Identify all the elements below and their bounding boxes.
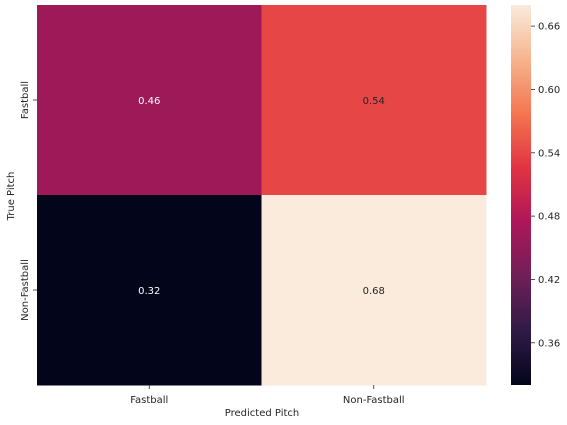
x-axis: Fastball Non-Fastball (130, 385, 405, 406)
colorbar (511, 5, 531, 385)
cell-value-label: 0.68 (363, 286, 385, 297)
y-axis-label: True Pitch (6, 172, 17, 222)
heatmap-cell (37, 5, 262, 196)
cell-value-label: 0.46 (138, 96, 160, 107)
heatmap-cell (261, 5, 487, 196)
x-axis-label: Predicted Pitch (225, 408, 299, 419)
colorbar-tick-label: 0.54 (538, 148, 560, 159)
colorbar-tick-label: 0.42 (538, 275, 560, 286)
cell-value-label: 0.32 (138, 286, 160, 297)
colorbar-tick-label: 0.66 (538, 22, 560, 33)
x-tick-label: Non-Fastball (343, 395, 405, 406)
heatmap-cell (261, 195, 487, 386)
heatmap-cells (37, 5, 487, 386)
colorbar-tick-label: 0.36 (538, 338, 560, 349)
colorbar-ticks: 0.36 0.42 0.48 0.54 0.60 0.66 (531, 22, 560, 349)
colorbar-tick-label: 0.48 (538, 212, 560, 223)
y-tick-label: Non-Fastball (20, 259, 31, 321)
heatmap-cell (37, 195, 262, 386)
heatmap-cell-labels: 0.46 0.54 0.32 0.68 (138, 96, 385, 297)
y-axis: Fastball Non-Fastball (20, 81, 37, 321)
colorbar-tick-label: 0.60 (538, 85, 560, 96)
cell-value-label: 0.54 (363, 96, 385, 107)
y-tick-label: Fastball (20, 81, 31, 119)
x-tick-label: Fastball (130, 395, 168, 406)
